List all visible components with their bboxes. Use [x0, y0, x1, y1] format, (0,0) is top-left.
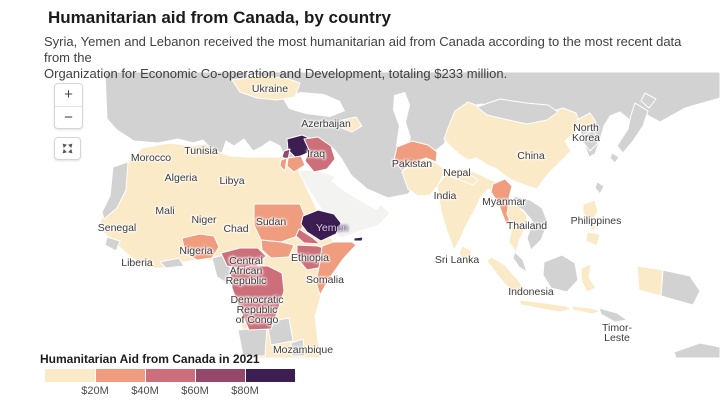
country-central-african-republic — [220, 247, 267, 269]
page-subtitle: Syria, Yemen and Lebanon received the mo… — [44, 34, 694, 82]
map-zoom-controls: + − — [54, 83, 83, 129]
island-borneo — [542, 254, 579, 293]
page-title: Humanitarian aid from Canada, by country — [48, 8, 391, 27]
island-mindanao — [585, 231, 601, 247]
region-africa[interactable] — [99, 142, 359, 359]
island-java — [518, 299, 573, 313]
legend-tick-60M: $60M — [181, 385, 209, 397]
country-mongolia — [476, 98, 559, 125]
country-yemen — [300, 209, 342, 242]
country-south-sudan — [260, 239, 295, 259]
country-vietnam-laos-cambodia — [512, 195, 549, 251]
country-australia — [673, 342, 720, 359]
subtitle-line-1: Syria, Yemen and Lebanon received the mo… — [44, 34, 682, 65]
country-ukraine — [231, 75, 301, 101]
country-thailand — [506, 200, 528, 253]
country-western-sahara — [101, 161, 129, 220]
country-japan-kyushu — [609, 152, 620, 164]
zoom-out-button[interactable]: − — [55, 106, 82, 128]
island-visayas — [589, 223, 598, 232]
country-north-korea — [576, 112, 597, 133]
legend-segment-2 — [95, 369, 145, 382]
legend-segment-5 — [245, 369, 295, 382]
country-nigeria — [181, 233, 220, 261]
legend-tick-20M: $20M — [81, 385, 109, 397]
legend-title: Humanitarian Aid from Canada in 2021 — [40, 352, 260, 366]
island-new-guinea-west — [636, 265, 664, 297]
caspian-sea — [393, 92, 411, 152]
subtitle-line-2: Organization for Economic Co-operation a… — [44, 66, 508, 81]
legend-tick-40M: $40M — [131, 385, 159, 397]
country-taiwan — [594, 181, 605, 195]
country-japan — [616, 102, 649, 154]
persian-gulf — [331, 175, 381, 210]
legend-segment-4 — [195, 369, 245, 382]
island-sulawesi — [580, 263, 597, 293]
country-japan-hokkaido — [640, 92, 657, 109]
reset-zoom-button[interactable] — [54, 137, 81, 160]
country-eritrea — [295, 228, 321, 245]
country-sri-lanka — [458, 245, 472, 263]
country-afghanistan — [393, 140, 438, 171]
legend-segment-3 — [145, 369, 195, 382]
region-asia[interactable] — [231, 75, 720, 359]
country-guinea — [104, 236, 121, 252]
legend-color-scale — [45, 369, 295, 382]
country-jordan — [286, 155, 306, 173]
country-iraq — [303, 136, 336, 173]
legend-segment-1 — [45, 369, 95, 382]
country-south-korea — [582, 129, 599, 152]
country-zimbabwe — [290, 338, 306, 357]
island-sumatra — [486, 256, 527, 297]
country-india — [436, 167, 507, 251]
country-papua-new-guinea — [660, 269, 701, 306]
country-sudan — [253, 203, 307, 243]
compress-arrows-icon — [62, 143, 73, 154]
country-democratic-republic-of-congo — [229, 265, 285, 331]
country-azerbaijan — [341, 116, 363, 133]
island-luzon — [582, 199, 599, 223]
country-israel — [279, 157, 288, 172]
legend-tick-80M: $80M — [231, 385, 259, 397]
island-lesser-sunda — [570, 305, 602, 315]
country-timor-leste — [598, 307, 628, 323]
country-zambia — [266, 317, 294, 346]
country-pakistan — [401, 158, 447, 197]
zoom-in-button[interactable]: + — [55, 84, 82, 106]
region-middle-east[interactable] — [279, 134, 364, 242]
country-somalia — [315, 241, 357, 296]
country-cote-divoire — [159, 257, 185, 269]
country-nepal — [444, 168, 479, 186]
country-djibouti — [353, 236, 364, 242]
country-malaysia — [512, 251, 528, 273]
black-sea — [283, 92, 345, 117]
